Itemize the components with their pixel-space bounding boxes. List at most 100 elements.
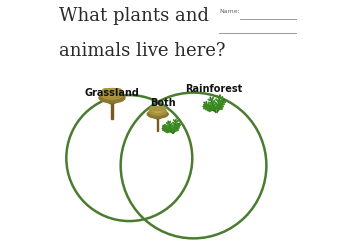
Polygon shape xyxy=(168,128,169,132)
Polygon shape xyxy=(171,127,174,131)
Polygon shape xyxy=(220,104,225,105)
Polygon shape xyxy=(164,124,165,127)
Polygon shape xyxy=(218,100,223,102)
Ellipse shape xyxy=(157,107,162,111)
Polygon shape xyxy=(208,108,214,110)
Polygon shape xyxy=(164,129,166,131)
Ellipse shape xyxy=(152,106,164,112)
Polygon shape xyxy=(168,126,169,130)
Text: Name:: Name: xyxy=(219,9,240,14)
Polygon shape xyxy=(174,130,179,131)
Polygon shape xyxy=(175,126,177,129)
Polygon shape xyxy=(173,129,178,130)
Polygon shape xyxy=(206,107,211,109)
Text: Grassland: Grassland xyxy=(85,88,139,98)
Ellipse shape xyxy=(104,88,120,96)
Polygon shape xyxy=(210,108,216,110)
Ellipse shape xyxy=(153,107,158,111)
Polygon shape xyxy=(219,103,221,107)
Ellipse shape xyxy=(149,108,166,115)
Text: What plants and: What plants and xyxy=(59,7,209,25)
Polygon shape xyxy=(222,100,224,103)
Polygon shape xyxy=(212,103,216,107)
Polygon shape xyxy=(210,97,214,101)
Polygon shape xyxy=(217,103,223,105)
Polygon shape xyxy=(208,103,209,107)
Ellipse shape xyxy=(102,90,122,99)
Ellipse shape xyxy=(150,107,155,111)
Polygon shape xyxy=(170,125,173,129)
Polygon shape xyxy=(207,108,210,111)
Polygon shape xyxy=(167,125,171,126)
Polygon shape xyxy=(177,123,179,126)
Polygon shape xyxy=(203,106,206,109)
FancyBboxPatch shape xyxy=(111,101,113,119)
Polygon shape xyxy=(212,105,213,111)
Polygon shape xyxy=(209,108,212,112)
Polygon shape xyxy=(219,106,224,107)
Ellipse shape xyxy=(111,89,118,93)
Polygon shape xyxy=(171,127,175,131)
Polygon shape xyxy=(217,96,220,99)
Polygon shape xyxy=(211,106,212,111)
Polygon shape xyxy=(209,105,215,106)
Polygon shape xyxy=(165,130,168,132)
Polygon shape xyxy=(168,121,171,124)
Ellipse shape xyxy=(160,107,166,111)
Polygon shape xyxy=(175,128,179,129)
Polygon shape xyxy=(166,123,170,124)
Polygon shape xyxy=(163,127,167,129)
Text: Rainforest: Rainforest xyxy=(185,84,242,94)
Polygon shape xyxy=(214,105,217,110)
Polygon shape xyxy=(215,102,219,106)
Polygon shape xyxy=(169,123,172,126)
Polygon shape xyxy=(216,99,220,102)
Polygon shape xyxy=(222,102,226,103)
Polygon shape xyxy=(203,103,207,105)
Polygon shape xyxy=(205,107,208,110)
Polygon shape xyxy=(218,97,223,99)
Ellipse shape xyxy=(106,89,113,93)
Ellipse shape xyxy=(102,89,109,93)
Polygon shape xyxy=(165,129,169,130)
Text: Both: Both xyxy=(150,98,176,107)
Polygon shape xyxy=(174,127,176,131)
Polygon shape xyxy=(165,128,166,131)
Ellipse shape xyxy=(115,89,122,93)
Polygon shape xyxy=(210,104,211,109)
Text: animals live here?: animals live here? xyxy=(59,42,225,60)
Polygon shape xyxy=(205,105,209,107)
Polygon shape xyxy=(217,105,220,110)
Polygon shape xyxy=(174,126,178,128)
Polygon shape xyxy=(167,130,170,133)
Polygon shape xyxy=(208,99,212,101)
Polygon shape xyxy=(163,127,164,130)
Polygon shape xyxy=(211,100,215,104)
Polygon shape xyxy=(173,122,176,125)
FancyBboxPatch shape xyxy=(157,116,158,131)
Polygon shape xyxy=(174,123,178,125)
Polygon shape xyxy=(167,128,168,132)
Polygon shape xyxy=(167,127,172,129)
Polygon shape xyxy=(168,130,173,131)
Polygon shape xyxy=(167,130,171,132)
Polygon shape xyxy=(209,106,210,110)
Polygon shape xyxy=(214,105,219,109)
Polygon shape xyxy=(162,128,164,130)
Polygon shape xyxy=(169,127,170,132)
Polygon shape xyxy=(220,102,223,105)
Polygon shape xyxy=(172,125,176,128)
Polygon shape xyxy=(205,101,207,105)
Ellipse shape xyxy=(147,110,168,118)
Polygon shape xyxy=(209,102,214,103)
Polygon shape xyxy=(162,126,165,127)
Polygon shape xyxy=(218,108,223,109)
Polygon shape xyxy=(173,120,176,122)
Ellipse shape xyxy=(99,93,125,103)
Polygon shape xyxy=(207,105,208,109)
Polygon shape xyxy=(166,125,167,129)
Polygon shape xyxy=(176,124,178,127)
Polygon shape xyxy=(175,121,178,122)
Polygon shape xyxy=(216,107,223,109)
Polygon shape xyxy=(176,126,180,127)
